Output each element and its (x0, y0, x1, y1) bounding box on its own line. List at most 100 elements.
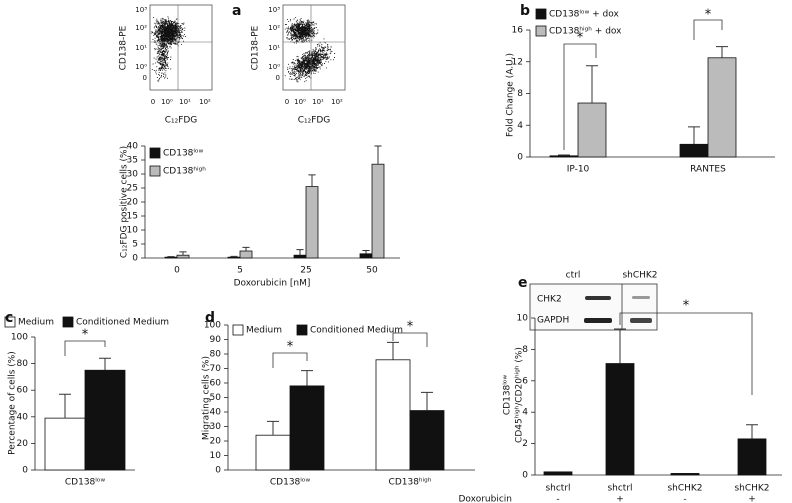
error-bar (99, 357, 111, 371)
significance-bracket (563, 43, 597, 150)
y-tick-label: 40 (17, 412, 29, 422)
y-axis-label: Fold Change (A.U.) (506, 53, 516, 137)
y-axis-label: C₁₂FDG positive cells (%) (120, 146, 130, 258)
bar (44, 417, 86, 471)
y-axis-label: CD138-PE (119, 25, 129, 70)
row-value: - (683, 495, 686, 503)
y-tick-label: 100 (11, 333, 28, 343)
bar (737, 438, 767, 476)
x-tick-label: 10⁰ (161, 98, 173, 106)
significance-mark: * (287, 340, 294, 355)
y-tick-label: 10 (127, 226, 139, 236)
x-tick-label: 50 (366, 266, 378, 276)
x-tick-label: shCHK2 (667, 484, 702, 494)
y-tick-label: 0 (132, 254, 138, 264)
y-tick-label: 20 (210, 437, 222, 447)
legend-swatch (296, 324, 308, 336)
legend-label: Conditioned Medium (310, 326, 403, 336)
bar (679, 143, 709, 158)
significance-mark: * (683, 299, 690, 314)
bar (375, 359, 411, 471)
y-tick-label: 6 (522, 376, 528, 386)
significance-bracket (392, 332, 428, 347)
error-bar (688, 126, 700, 145)
y-tick-label: 15 (127, 212, 138, 222)
y-tick-label: 20 (127, 198, 139, 208)
bar (371, 163, 385, 259)
x-tick-label: CD138ˡᵒʷ (270, 478, 311, 488)
event-dots (284, 16, 336, 83)
y-tick-label: 100 (204, 321, 221, 331)
y-tick-label: 10² (135, 24, 147, 32)
panel-letter: d (205, 310, 215, 326)
x-tick-label: 10² (331, 98, 343, 106)
y-tick-label: 0 (522, 471, 528, 481)
significance-mark: * (577, 31, 584, 46)
panel-letter: e (518, 275, 528, 291)
y-axis-label: CD138ˡᵒʷ (503, 375, 513, 416)
x-tick-label: 0 (151, 98, 155, 106)
row-value: + (748, 495, 756, 503)
error-bar (716, 46, 728, 58)
bar (289, 385, 325, 471)
bar (409, 410, 445, 471)
bar (359, 253, 373, 259)
row-value: - (556, 495, 559, 503)
y-tick-label: 30 (210, 422, 222, 432)
bar (577, 102, 607, 158)
y-tick-label: 90 (210, 335, 222, 345)
y-tick-label: 0 (22, 466, 28, 476)
row-label: Doxorubicin (459, 495, 513, 503)
y-tick-label: 80 (210, 350, 222, 360)
legend-swatch (232, 324, 244, 336)
y-tick-label: 70 (210, 364, 222, 374)
legend-swatch (535, 25, 547, 37)
error-bar (387, 341, 399, 360)
plot-frame (149, 4, 213, 91)
y-axis-label: CD138-PE (251, 25, 261, 70)
y-tick-label: 10⁰ (268, 63, 280, 71)
y-tick-label: 8 (522, 345, 528, 355)
x-tick-label: 0 (285, 98, 289, 106)
y-tick-label: 10 (517, 314, 529, 324)
event-dots (151, 16, 186, 82)
lane-label: ctrl (566, 271, 581, 281)
legend-swatch (535, 8, 547, 20)
x-axis-label: C₁₂FDG (165, 116, 198, 126)
x-tick-label: shctrl (607, 484, 632, 494)
legend-swatch (149, 147, 161, 159)
legend-label: Conditioned Medium (76, 318, 169, 328)
x-tick-label: 10² (199, 98, 211, 106)
y-tick-label: 40 (210, 408, 222, 418)
x-tick-label: RANTES (690, 165, 726, 175)
legend-label: CD138ʰⁱᵍʰ (163, 167, 206, 177)
significance-bracket (619, 312, 753, 395)
error-bar (59, 393, 71, 419)
x-tick-label: 10¹ (179, 98, 191, 106)
y-tick-label: 30 (127, 170, 139, 180)
y-tick-label: 0 (215, 466, 221, 476)
x-tick-label: IP-10 (567, 165, 590, 175)
error-bar (308, 174, 316, 187)
lane-label: shCHK2 (622, 271, 657, 281)
x-tick-label: CD138ʰⁱᵍʰ (389, 478, 432, 488)
row-label: CHK2 (537, 295, 562, 305)
y-tick-label: 10¹ (268, 44, 280, 52)
y-tick-label: 40 (127, 142, 139, 152)
y-tick-label: 4 (517, 121, 523, 131)
y-tick-label: 0 (143, 74, 147, 82)
row-label: GAPDH (537, 316, 569, 326)
band (584, 318, 612, 323)
y-tick-label: 10¹ (135, 44, 147, 52)
error-bar (179, 251, 187, 256)
plot-frame (282, 4, 346, 91)
significance-bracket (64, 340, 106, 356)
y-tick-label: 4 (522, 408, 528, 418)
bar (164, 256, 178, 259)
error-bar (421, 391, 433, 411)
y-tick-label: 8 (517, 89, 523, 99)
y-tick-label: 16 (512, 26, 524, 36)
y-tick-label: 35 (127, 156, 138, 166)
bar (293, 254, 307, 259)
x-axis-label: C₁₂FDG (298, 116, 331, 126)
